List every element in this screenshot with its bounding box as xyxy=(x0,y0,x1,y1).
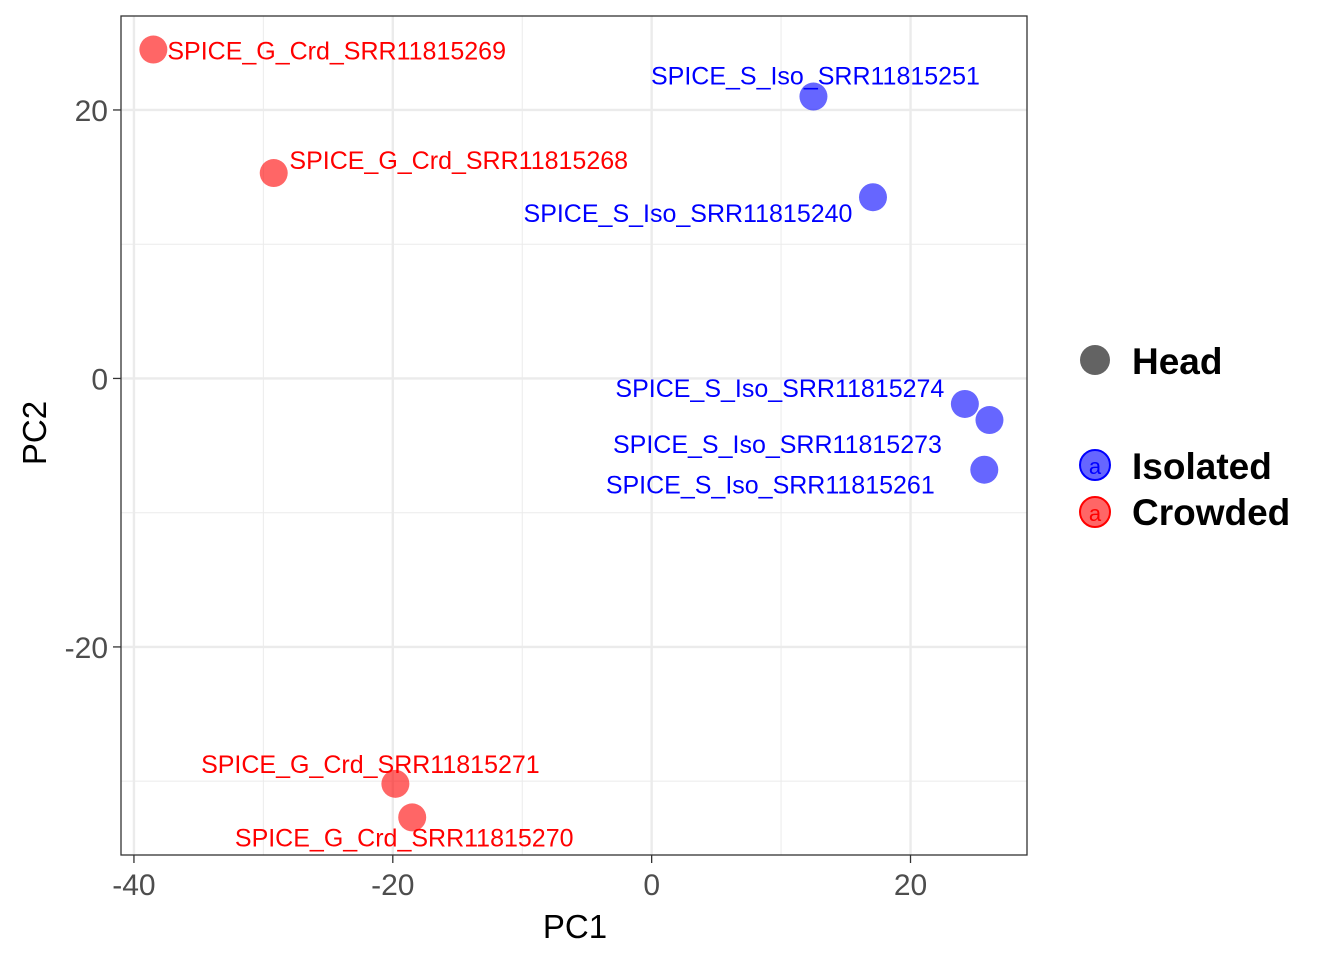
x-axis-ticks: -40 -20 0 20 xyxy=(112,855,927,902)
data-point-crowded xyxy=(259,159,288,188)
data-point-label: SPICE_G_Crd_SRR11815270 xyxy=(235,824,574,852)
minor-gridlines xyxy=(121,16,1027,855)
legend-label-isolated: Isolated xyxy=(1132,446,1272,487)
legend-label-crowded: Crowded xyxy=(1132,492,1290,533)
data-point-label: SPICE_S_Iso_SRR11815273 xyxy=(613,431,942,459)
data-point-isolated xyxy=(950,389,979,418)
x-tick-label: -20 xyxy=(371,869,414,902)
data-point-crowded xyxy=(381,769,410,798)
plot-panel-border xyxy=(120,15,1028,856)
legend: Head a Isolated a Crowded xyxy=(1079,341,1290,533)
data-point-label: SPICE_G_Crd_SRR11815269 xyxy=(167,38,506,66)
legend-isolated-key-letter: a xyxy=(1089,454,1102,479)
data-point-label: SPICE_G_Crd_SRR11815271 xyxy=(201,751,540,779)
x-tick-label: 20 xyxy=(894,869,927,902)
major-gridlines xyxy=(121,16,1027,855)
data-point-label: SPICE_S_Iso_SRR11815251 xyxy=(651,63,980,91)
y-tick-label: -20 xyxy=(65,632,108,665)
x-axis-title: PC1 xyxy=(543,908,607,945)
y-axis-ticks: -20 0 20 xyxy=(65,95,121,665)
data-point-isolated xyxy=(799,82,828,111)
y-tick-label: 20 xyxy=(75,95,108,128)
data-point-label: SPICE_G_Crd_SRR11815268 xyxy=(289,147,628,175)
data-point-label: SPICE_S_Iso_SRR11815274 xyxy=(615,375,944,403)
x-tick-label: -40 xyxy=(112,869,155,902)
data-point-crowded xyxy=(398,803,427,832)
data-point-isolated xyxy=(858,183,887,212)
data-point-label: SPICE_S_Iso_SRR11815261 xyxy=(606,472,935,500)
legend-crowded-key xyxy=(1079,496,1111,528)
legend-isolated-key xyxy=(1079,449,1111,481)
data-point-label: SPICE_S_Iso_SRR11815240 xyxy=(524,200,853,228)
data-point-labels: SPICE_G_Crd_SRR11815269 SPICE_S_Iso_SRR11… xyxy=(167,38,980,853)
data-point-crowded xyxy=(139,35,168,64)
legend-head-key xyxy=(1080,345,1110,375)
data-point-isolated xyxy=(970,455,999,484)
y-tick-label: 0 xyxy=(91,363,108,396)
legend-label-head: Head xyxy=(1132,341,1222,382)
data-points xyxy=(139,35,1004,832)
data-point-isolated xyxy=(975,406,1004,435)
legend-crowded-key-letter: a xyxy=(1089,501,1102,526)
x-tick-label: 0 xyxy=(643,869,660,902)
y-axis-title: PC2 xyxy=(16,401,53,465)
